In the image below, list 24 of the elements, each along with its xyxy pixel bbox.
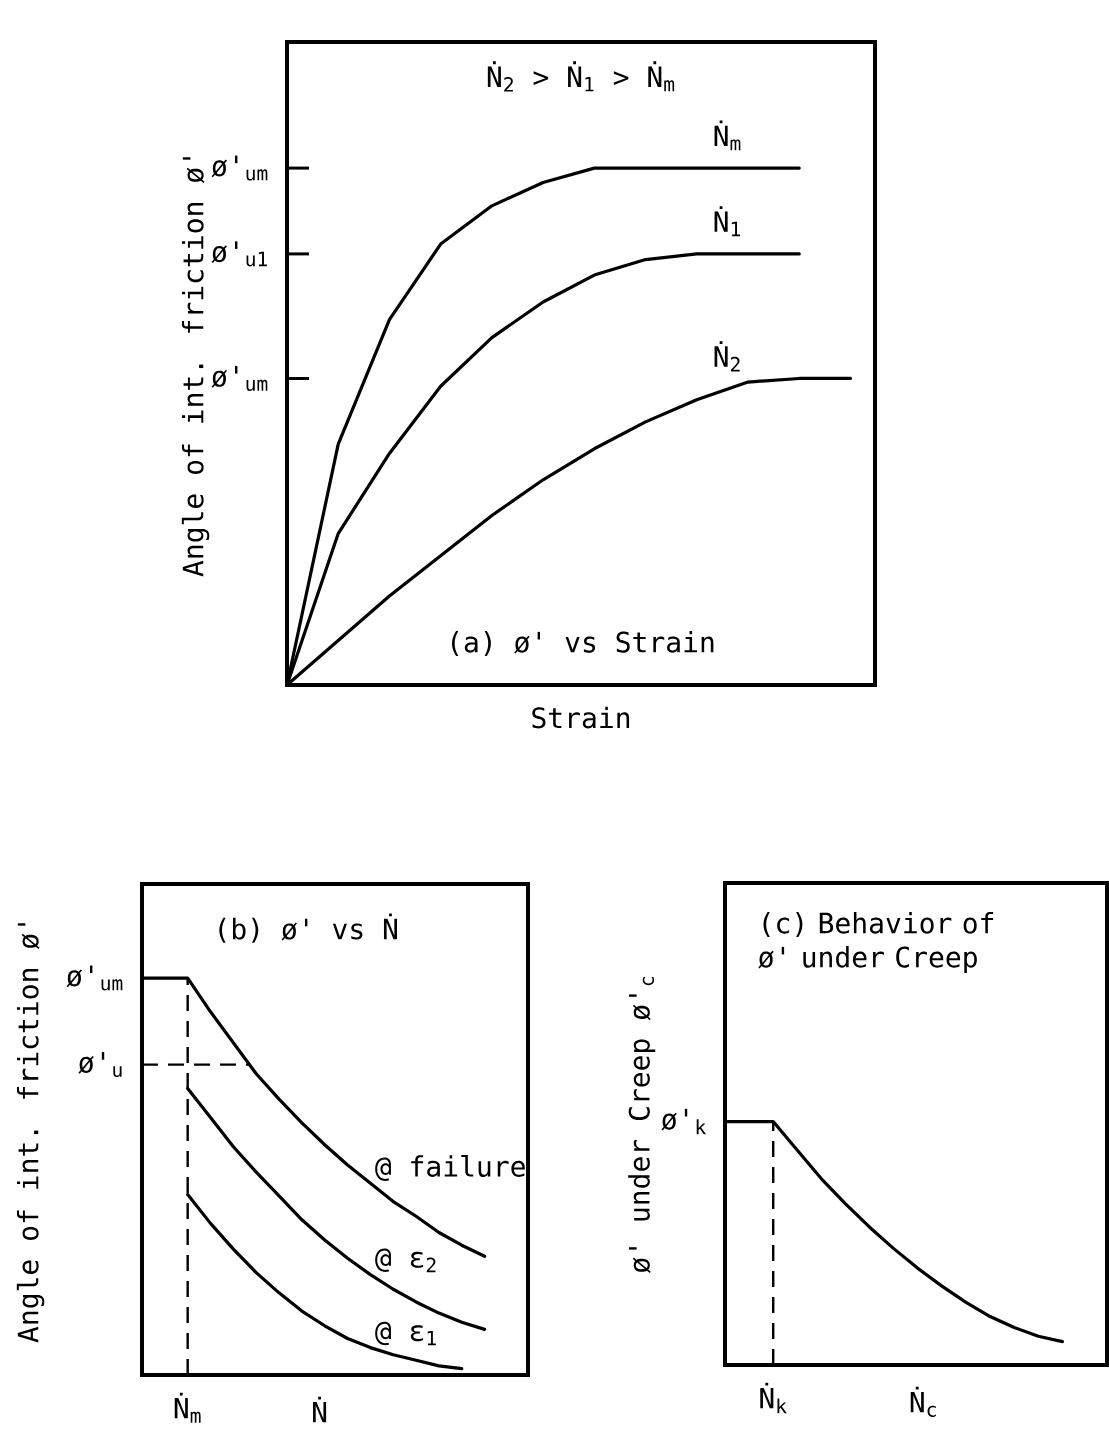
- x-axis-title: Strain: [532, 706, 630, 729]
- text: Ṅ$_{m}$: [174, 1392, 201, 1423]
- chart-title: (b) ø' vs Ṅ: [219, 913, 398, 943]
- series-label: @ ε$_{2}$: [375, 1248, 436, 1273]
- text: ø'$_{um}$: [66, 965, 123, 991]
- ref-line-label: ø'$_{u}$: [78, 1052, 122, 1078]
- series-label: @ failure: [375, 1155, 525, 1181]
- x-axis-title: Ṅ$_{c}$: [910, 1386, 936, 1417]
- y-axis-title: Angle of int. friction ø': [16, 923, 45, 1343]
- chart-title: (c) Behavior of ø' under Creep: [758, 912, 994, 974]
- text: (a) ø' vs Strain: [451, 631, 714, 656]
- series-label: Ṅ$_{1}$: [714, 206, 740, 237]
- text: Ṅ$_{k}$: [760, 1382, 787, 1414]
- series-label: Ṅ$_{m}$: [714, 120, 741, 151]
- series-label: Ṅ$_{2}$: [714, 341, 740, 372]
- series-label: @ ε$_{1}$: [375, 1321, 436, 1346]
- y-axis-title: Angle of int. friction ø': [181, 157, 210, 577]
- y-axis-title: ø' under Creep ø'$_{c}$: [628, 976, 656, 1274]
- text: ø'$_{u1}$: [211, 241, 267, 267]
- text: Ṅ$_{2}$ > Ṅ$_{1}$ > Ṅ$_{m}$: [487, 61, 675, 92]
- text: ø'$_{um}$: [211, 365, 268, 391]
- text: ø'$_{k}$: [661, 1108, 706, 1135]
- x-axis-title: Ṅ: [313, 1396, 327, 1423]
- text: ø'$_{um}$: [211, 155, 268, 181]
